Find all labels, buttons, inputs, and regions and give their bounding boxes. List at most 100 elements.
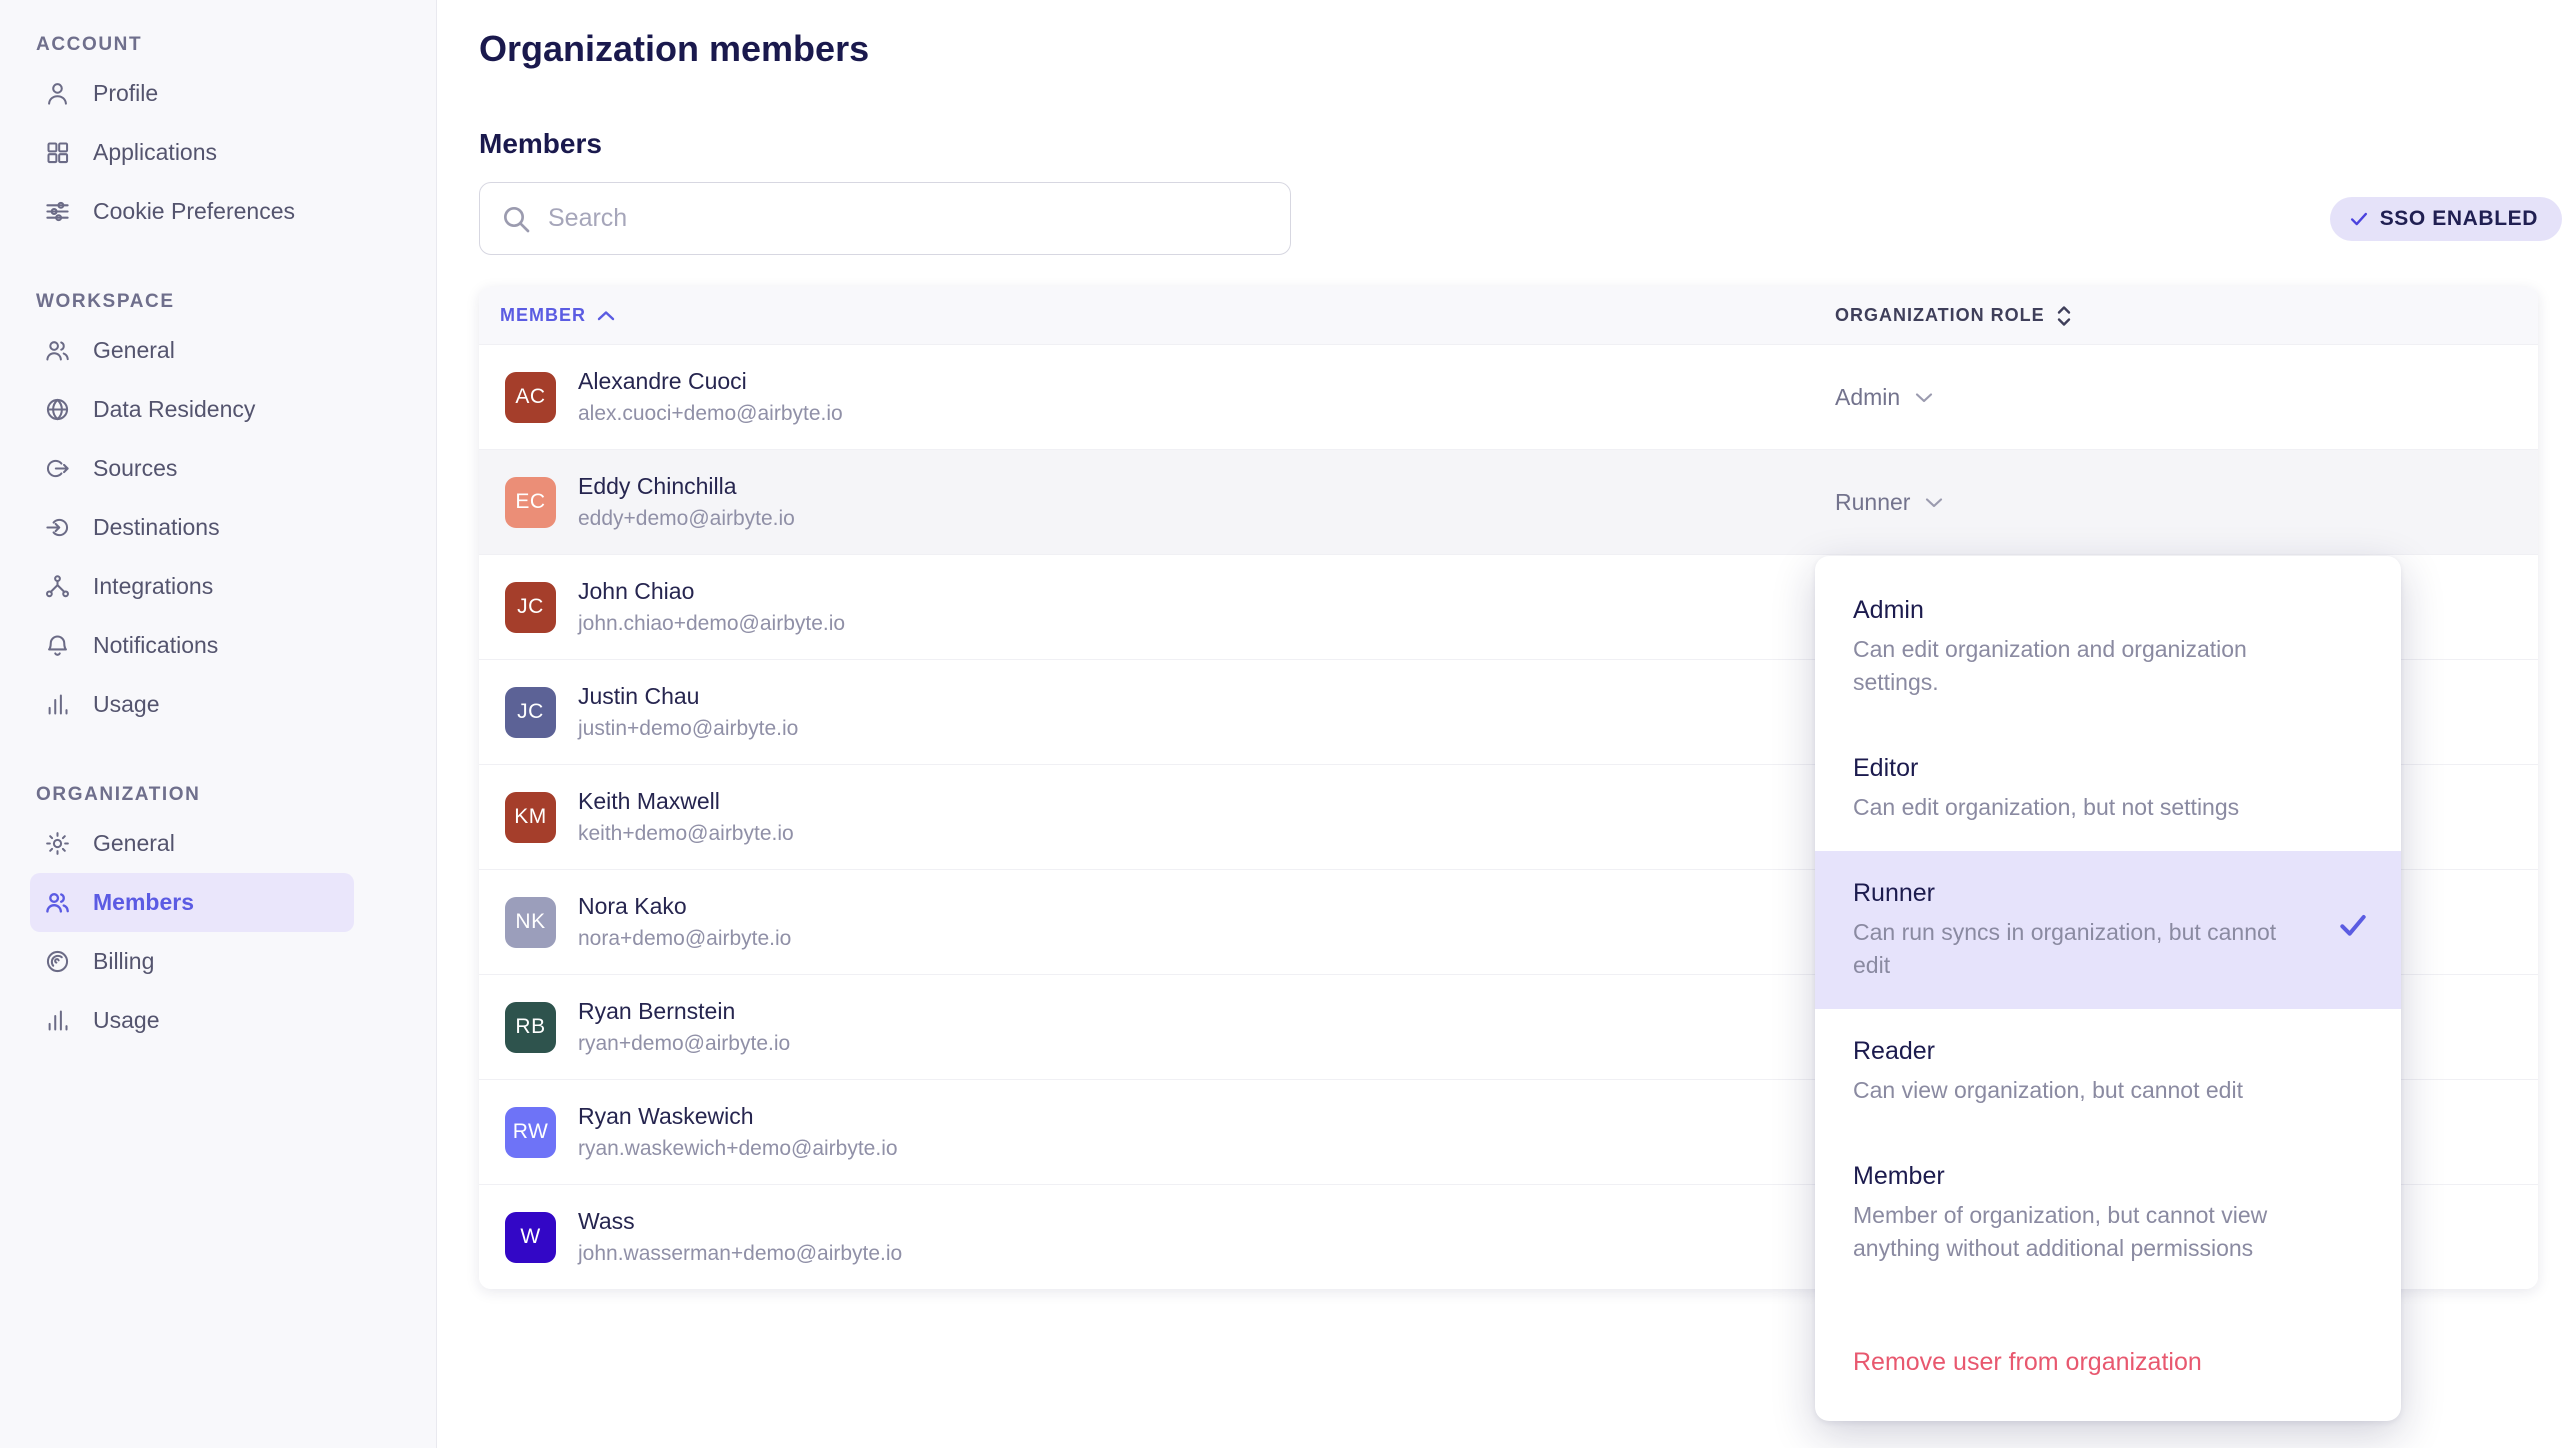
member-email: john.chiao+demo@airbyte.io xyxy=(578,612,846,635)
search-icon xyxy=(504,206,530,232)
gear-icon xyxy=(46,832,69,855)
search-input[interactable] xyxy=(548,204,1270,233)
member-email: eddy+demo@airbyte.io xyxy=(578,507,795,530)
role-option-runner[interactable]: Runner Can run syncs in organization, bu… xyxy=(1815,851,2401,1009)
avatar: JC xyxy=(505,581,556,633)
bell-icon xyxy=(48,635,67,656)
sidebar-item-profile[interactable]: Profile xyxy=(30,64,354,123)
sidebar-item-label: Applications xyxy=(93,139,218,165)
sidebar-item-label: Profile xyxy=(93,80,159,106)
sidebar-item-applications[interactable]: Applications xyxy=(30,123,354,182)
member-name: Alexandre Cuoci xyxy=(578,368,747,394)
member-email: ryan.waskewich+demo@airbyte.io xyxy=(578,1137,898,1160)
avatar: EC xyxy=(505,476,556,528)
check-icon xyxy=(2340,915,2366,936)
sidebar-item-label: Members xyxy=(93,889,194,915)
check-icon xyxy=(2350,212,2367,225)
member-email: justin+demo@airbyte.io xyxy=(578,717,799,740)
avatar: KM xyxy=(505,791,556,843)
sidebar-item-label: Usage xyxy=(93,691,160,717)
role-select[interactable]: Runner xyxy=(1835,489,1944,516)
destination-icon xyxy=(46,518,68,537)
column-header-member[interactable]: MEMBER xyxy=(479,305,1835,326)
sidebar-item-billing[interactable]: Billing xyxy=(30,932,354,991)
role-option-member[interactable]: Member Member of organization, but canno… xyxy=(1853,1162,2268,1261)
sidebar-item-label: Cookie Preferences xyxy=(93,198,295,224)
table-row[interactable]: EC Eddy Chinchilla eddy+demo@airbyte.io … xyxy=(479,449,2538,554)
sidebar-item-destinations[interactable]: Destinations xyxy=(30,498,354,557)
member-name: Ryan Bernstein xyxy=(578,998,736,1024)
sidebar-item-label: Integrations xyxy=(93,573,214,599)
sidebar-item-integrations[interactable]: Integrations xyxy=(30,557,354,616)
globe-icon xyxy=(46,398,69,421)
sidebar-section-account: ACCOUNT Profile Applications Cookie Pref… xyxy=(30,34,354,241)
sidebar-item-cookie-preferences[interactable]: Cookie Preferences xyxy=(30,182,354,241)
sidebar-item-label: Notifications xyxy=(93,632,219,658)
remove-user-action[interactable]: Remove user from organization xyxy=(1853,1348,2202,1376)
avatar: JC xyxy=(505,686,556,738)
chevron-down-icon xyxy=(1916,392,1933,402)
sidebar-item-label: Usage xyxy=(93,1007,160,1033)
avatar: RW xyxy=(505,1106,556,1158)
sidebar-item-workspace-general[interactable]: General xyxy=(30,321,354,380)
sidebar-item-label: Destinations xyxy=(93,514,220,540)
section-title-account: ACCOUNT xyxy=(36,34,143,55)
sidebar-section-organization: ORGANIZATION General Members Billing Usa… xyxy=(30,784,354,1050)
chevron-down-icon xyxy=(1926,497,1943,507)
sort-asc-icon xyxy=(597,310,615,320)
member-name: Justin Chau xyxy=(578,683,700,709)
role-select[interactable]: Admin xyxy=(1835,384,1934,411)
avatar: RB xyxy=(505,1001,556,1053)
sidebar-item-organization-usage[interactable]: Usage xyxy=(30,991,354,1050)
sidebar-item-sources[interactable]: Sources xyxy=(30,439,354,498)
user-icon xyxy=(48,83,67,105)
sort-icon xyxy=(2057,305,2070,326)
search-box[interactable] xyxy=(479,182,1291,255)
member-email: john.wasserman+demo@airbyte.io xyxy=(578,1242,903,1265)
page-title: Organization members xyxy=(479,28,870,69)
role-option-admin[interactable]: Admin Can edit organization and organiza… xyxy=(1853,596,2247,695)
member-name: Wass xyxy=(578,1208,635,1234)
section-title-organization: ORGANIZATION xyxy=(36,784,201,805)
column-header-organization-role[interactable]: ORGANIZATION ROLE xyxy=(1835,303,2538,329)
sidebar-item-label: Billing xyxy=(93,948,155,974)
sliders-icon xyxy=(46,201,69,222)
role-option-editor[interactable]: Editor Can edit organization, but not se… xyxy=(1853,754,2240,820)
member-email: nora+demo@airbyte.io xyxy=(578,927,792,950)
users-icon xyxy=(46,341,69,361)
member-name: John Chiao xyxy=(578,578,695,604)
member-email: ryan+demo@airbyte.io xyxy=(578,1032,791,1055)
sidebar-item-organization-general[interactable]: General xyxy=(30,814,354,873)
role-option-reader[interactable]: Reader Can view organization, but cannot… xyxy=(1853,1037,2243,1103)
section-title-workspace: WORKSPACE xyxy=(36,291,175,312)
billing-icon xyxy=(46,950,69,973)
member-name: Keith Maxwell xyxy=(578,788,720,814)
sidebar-item-workspace-usage[interactable]: Usage xyxy=(30,675,354,734)
organization-role-menu: Admin Can edit organization and organiza… xyxy=(1815,556,2401,1421)
members-section-title: Members xyxy=(479,128,602,159)
sidebar-item-label: General xyxy=(93,337,175,363)
members-toolbar: SSO ENABLED xyxy=(479,182,2562,255)
bar-chart-icon xyxy=(48,694,68,715)
avatar: NK xyxy=(505,896,556,948)
sidebar-item-notifications[interactable]: Notifications xyxy=(30,616,354,675)
sso-enabled-badge: SSO ENABLED xyxy=(2329,196,2562,241)
member-email: alex.cuoci+demo@airbyte.io xyxy=(578,402,843,425)
avatar: W xyxy=(505,1211,556,1263)
member-name: Ryan Waskewich xyxy=(578,1103,754,1129)
sidebar-section-workspace: WORKSPACE General Data Residency Sources… xyxy=(30,291,354,734)
sso-badge-label: SSO ENABLED xyxy=(2379,206,2538,230)
member-name: Nora Kako xyxy=(578,893,687,919)
network-icon xyxy=(46,575,69,598)
settings-sidebar: ACCOUNT Profile Applications Cookie Pref… xyxy=(0,0,437,1448)
member-name: Eddy Chinchilla xyxy=(578,473,737,499)
sidebar-item-members[interactable]: Members xyxy=(30,873,354,932)
table-row[interactable]: AC Alexandre Cuoci alex.cuoci+demo@airby… xyxy=(479,344,2538,449)
sidebar-item-data-residency[interactable]: Data Residency xyxy=(30,380,354,439)
member-email: keith+demo@airbyte.io xyxy=(578,822,794,845)
avatar: AC xyxy=(505,371,556,423)
source-icon xyxy=(47,459,69,478)
bar-chart-icon xyxy=(48,1010,68,1031)
sidebar-item-label: Data Residency xyxy=(93,396,256,422)
sidebar-item-label: Sources xyxy=(93,455,178,481)
